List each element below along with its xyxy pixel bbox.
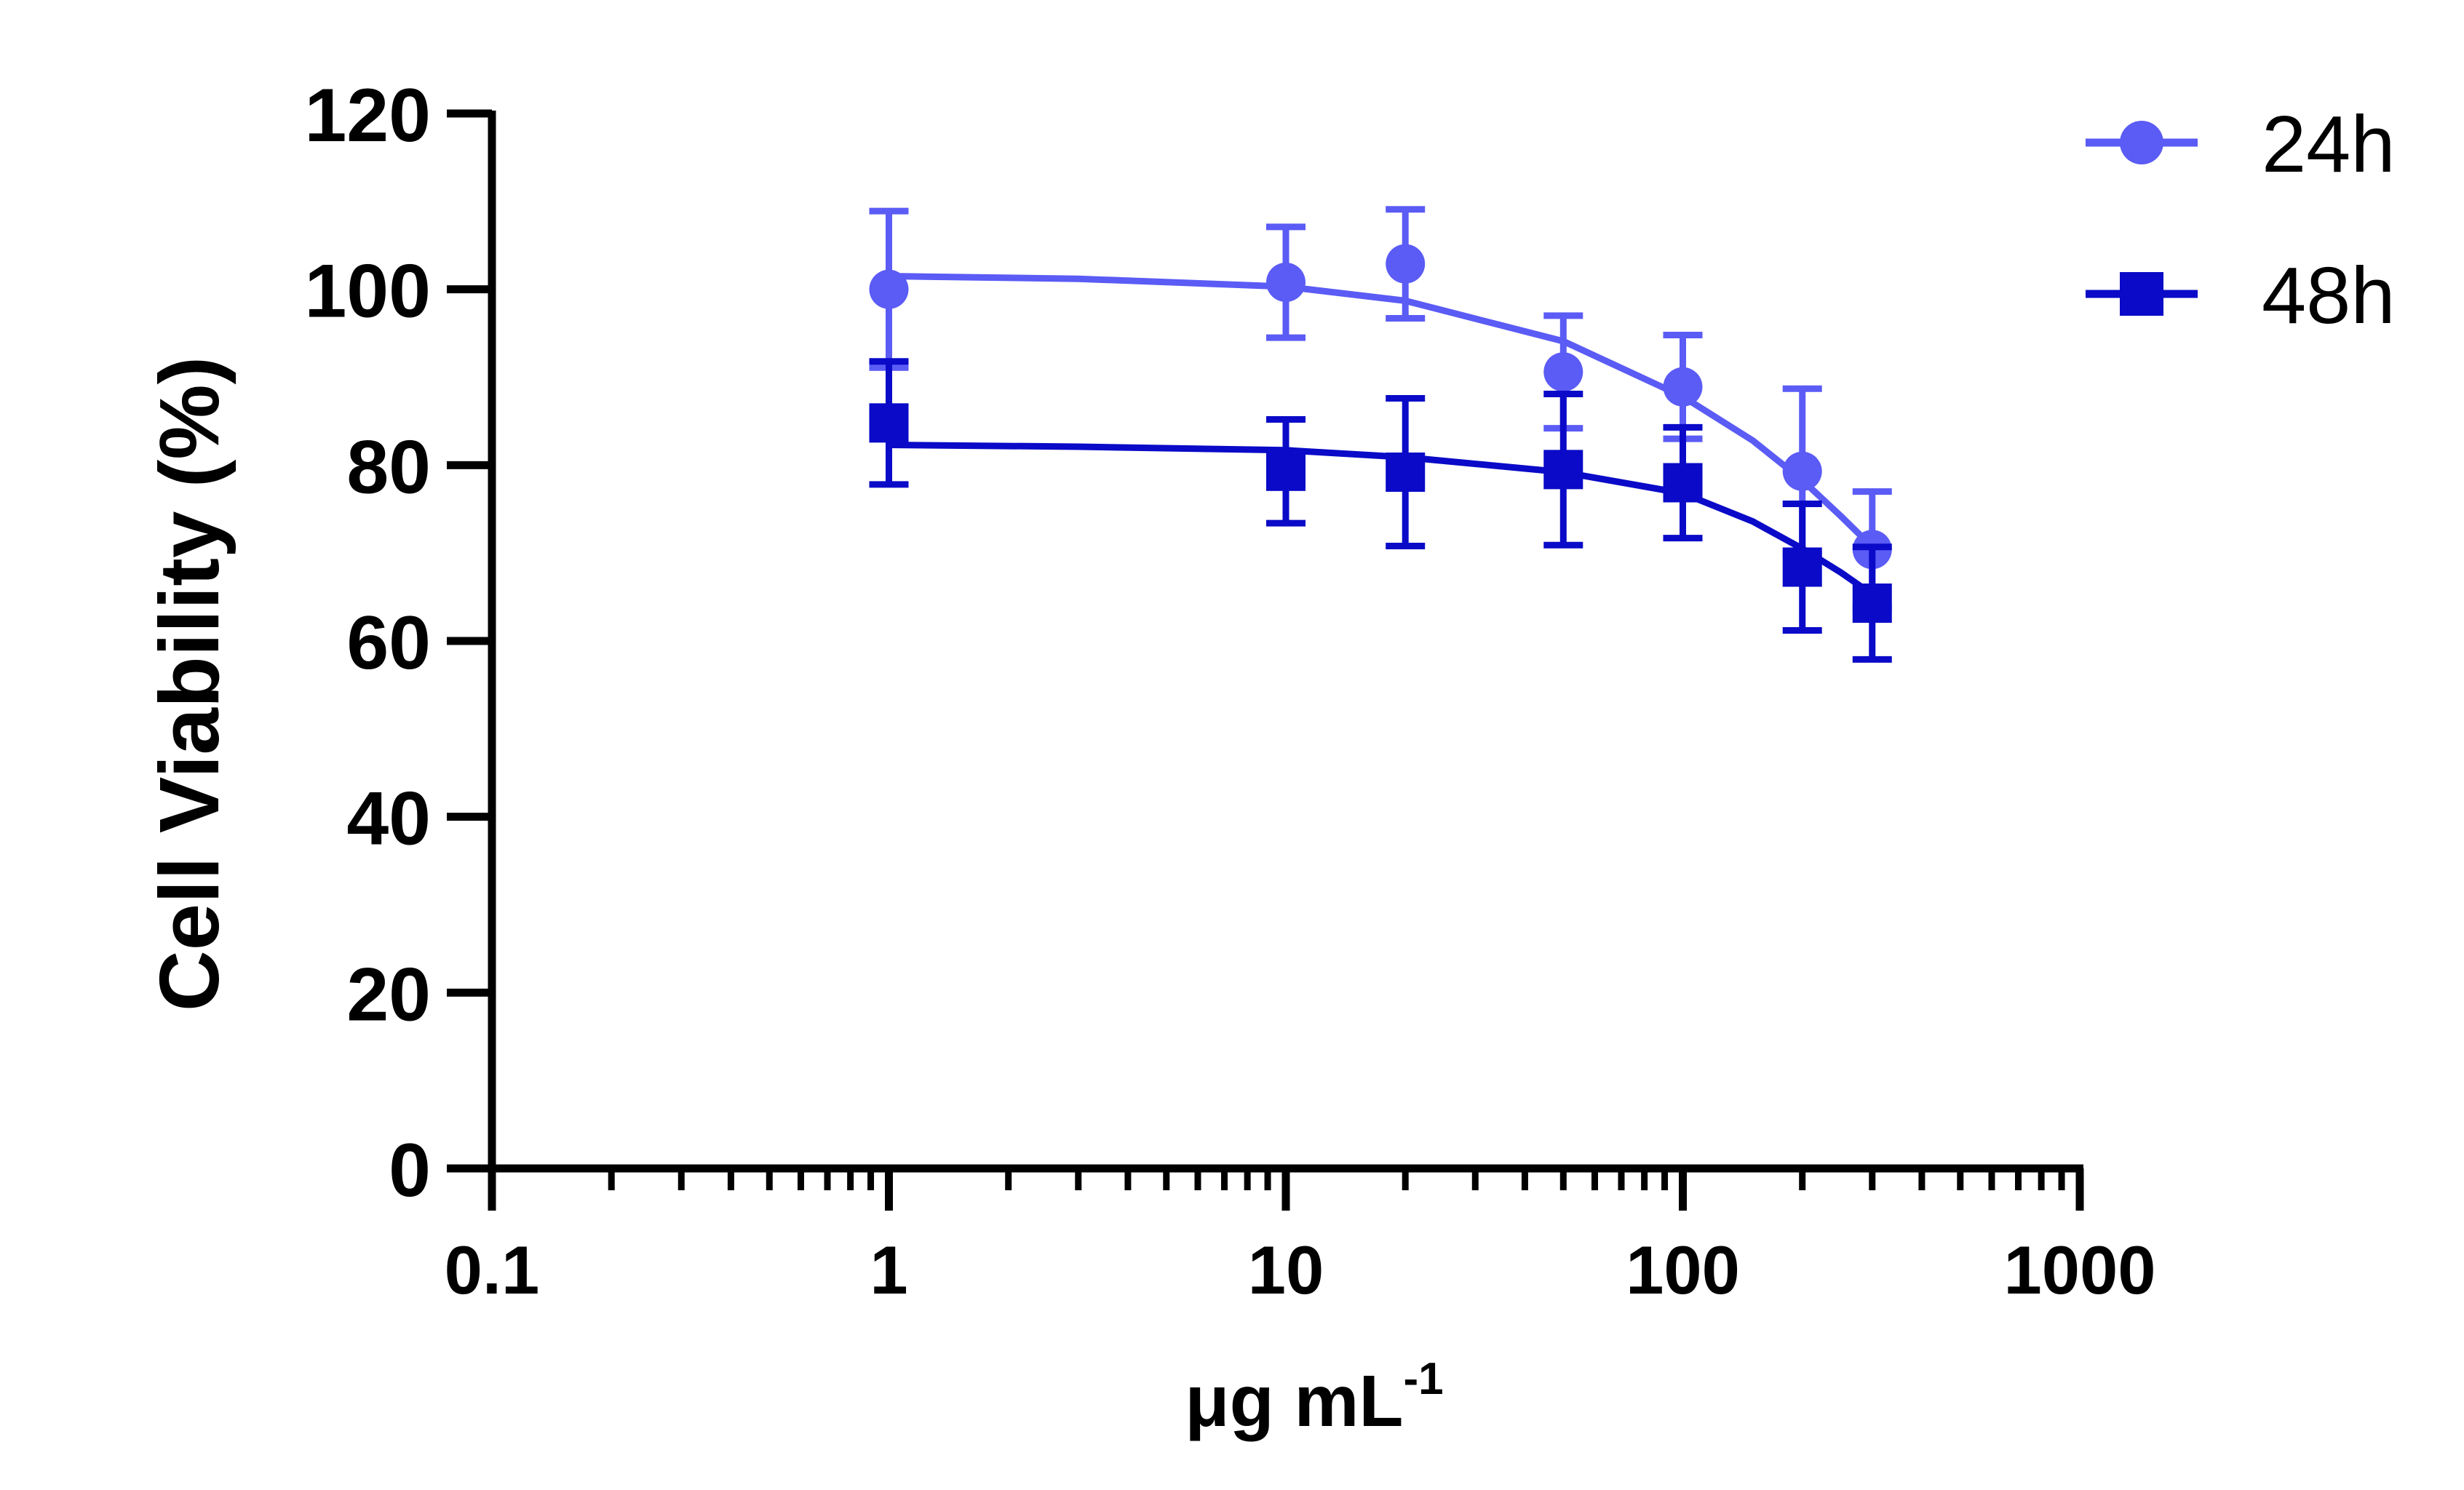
x-tick-label: 1 <box>870 1232 907 1308</box>
series-layer <box>869 206 1892 663</box>
data-point <box>1852 583 1892 624</box>
x-axis-title: μg mL-1 <box>1185 1354 1443 1442</box>
y-tick-label: 40 <box>346 777 431 861</box>
data-point <box>1543 352 1583 392</box>
x-axis-title-base: μg mL <box>1185 1360 1403 1442</box>
y-tick-label: 0 <box>389 1128 431 1213</box>
x-axis-title-superscript: -1 <box>1403 1354 1443 1404</box>
legend-label: 24h <box>2262 100 2396 189</box>
series-24h <box>869 206 1892 611</box>
y-axis-title: Cell Viability (%) <box>142 356 237 1011</box>
data-point <box>1663 367 1703 407</box>
fit-curve <box>886 442 1876 598</box>
legend-marker <box>2120 121 2163 164</box>
x-tick-label: 0.1 <box>445 1232 540 1308</box>
legend-item-24h: 24h <box>2086 100 2396 189</box>
data-point <box>1663 463 1703 503</box>
y-tick-label: 20 <box>346 952 431 1037</box>
x-tick-label: 1000 <box>2003 1232 2155 1308</box>
y-tick-label: 80 <box>346 425 431 509</box>
x-tick-label: 10 <box>1248 1232 1324 1308</box>
y-tick-label: 100 <box>304 250 431 334</box>
axes: 0 20 40 60 80 100 120 0.1 1 10 100 1000 <box>304 73 2155 1308</box>
data-point <box>869 269 909 309</box>
legend: 24h 48h <box>2086 100 2396 340</box>
data-point <box>1266 263 1305 302</box>
fit-curve <box>886 273 1876 551</box>
data-point <box>1782 451 1822 491</box>
data-point <box>1782 547 1822 587</box>
x-tick-label: 100 <box>1626 1232 1740 1308</box>
legend-item-48h: 48h <box>2086 251 2396 340</box>
data-point <box>1543 450 1583 490</box>
data-point <box>1386 244 1426 284</box>
legend-label: 48h <box>2262 251 2396 340</box>
y-tick-label: 120 <box>304 73 431 158</box>
data-point <box>869 403 909 443</box>
y-tick-label: 60 <box>346 601 431 685</box>
legend-marker <box>2120 272 2163 316</box>
data-point <box>1386 453 1426 492</box>
series-48h <box>869 358 1892 663</box>
data-point <box>1266 451 1305 491</box>
